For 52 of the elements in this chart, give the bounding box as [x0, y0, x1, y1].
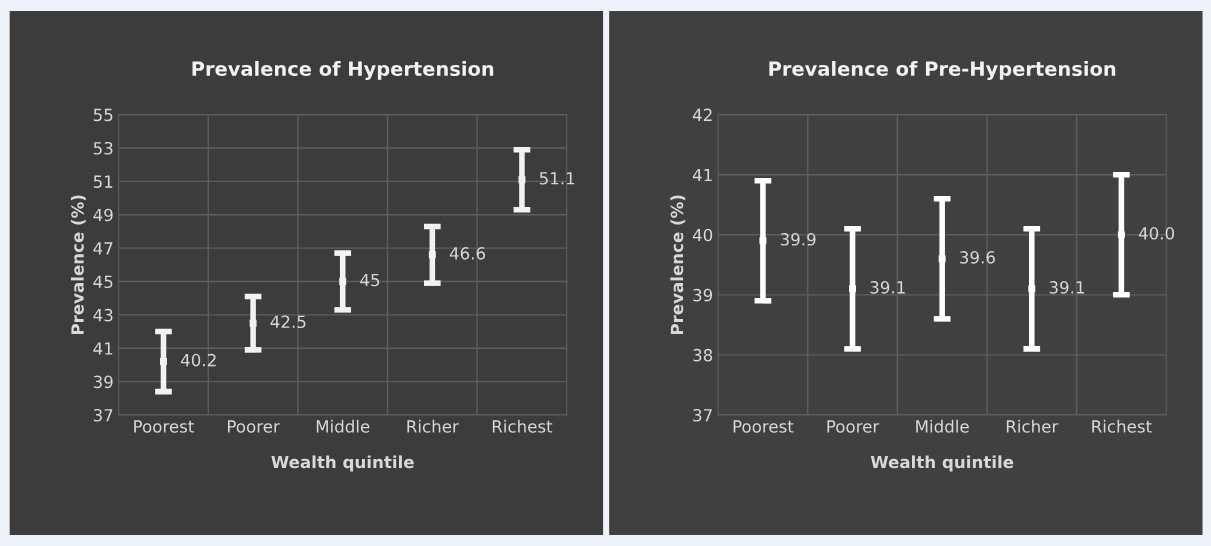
x-axis-title: Wealth quintile — [870, 455, 1014, 472]
point — [1117, 231, 1125, 239]
chart-title: Prevalence of Hypertension — [192, 61, 494, 80]
point — [1028, 285, 1036, 293]
data-label: 39.1 — [870, 281, 905, 294]
x-axis-title: Wealth quintile — [271, 455, 414, 472]
x-tick-label: Richest — [492, 419, 553, 433]
y-tick-label: 55 — [93, 108, 113, 122]
data-label: 39.9 — [780, 233, 816, 246]
data-label: 46.6 — [449, 247, 486, 260]
y-tick-label: 45 — [93, 275, 113, 289]
y-tick-label: 41 — [692, 168, 712, 182]
x-tick-label: Poorer — [827, 420, 880, 433]
point — [428, 251, 436, 259]
chart-title: Prevalence of Pre-Hypertension — [769, 61, 1116, 80]
y-tick-label: 40 — [692, 228, 713, 242]
y-tick-label: 37 — [693, 408, 712, 422]
point — [518, 176, 526, 184]
point — [160, 358, 167, 366]
point — [249, 319, 257, 327]
x-tick-label: Richest — [1092, 419, 1152, 433]
y-tick-label: 38 — [693, 348, 713, 362]
x-tick-label: Poorer — [228, 420, 280, 433]
y-tick-label: 37 — [93, 408, 113, 422]
point — [849, 285, 857, 293]
y-tick-label: 49 — [93, 208, 113, 222]
data-label: 39.1 — [1049, 281, 1085, 294]
data-label: 45 — [360, 273, 380, 287]
x-tick-label: Richer — [1006, 419, 1059, 433]
y-tick-label: 43 — [93, 308, 113, 322]
point — [759, 237, 767, 245]
data-label: 40.0 — [1138, 227, 1175, 240]
y-tick-label: 39 — [693, 288, 713, 302]
y-tick-label: 51 — [93, 175, 113, 188]
x-tick-label: Middle — [316, 419, 370, 433]
x-tick-label: Richer — [407, 419, 459, 433]
data-label: 51.1 — [539, 172, 575, 185]
y-tick-label: 42 — [692, 108, 712, 121]
data-label: 39.6 — [960, 251, 995, 264]
x-tick-label: Middle — [916, 419, 969, 433]
x-tick-label: Poorest — [134, 420, 194, 433]
y-tick-label: 47 — [93, 242, 113, 255]
point — [938, 255, 946, 263]
x-tick-label: Poorest — [733, 420, 794, 433]
data-label: 42.5 — [270, 315, 306, 329]
y-axis-title: Prevalence (%) — [70, 195, 86, 335]
y-tick-label: 39 — [93, 375, 113, 389]
y-tick-label: 53 — [93, 141, 113, 155]
y-tick-label: 41 — [93, 342, 113, 355]
point — [339, 278, 347, 285]
y-axis-title: Prevalence (%) — [670, 195, 686, 335]
data-label: 40.2 — [180, 353, 216, 367]
